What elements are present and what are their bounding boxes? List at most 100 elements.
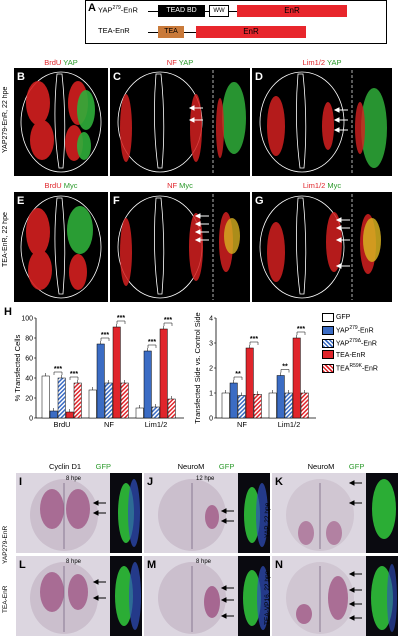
tea-domain: TEA — [158, 26, 184, 38]
panel-n-side-label: TEA-VP16, 22 hpe — [264, 570, 271, 626]
legend-item-gfp: GFP — [322, 312, 378, 323]
panel-j-header: NeuroM GFP — [177, 462, 235, 471]
panel-a-label: A — [88, 2, 96, 14]
construct-line — [184, 32, 196, 33]
panel-e-image — [14, 192, 108, 302]
panel-d-label: D — [255, 71, 263, 83]
legend-item-yap-delta-enr: YAP279Δ-EnR — [322, 336, 378, 349]
y-tick-label: 1 — [209, 391, 213, 398]
significance-marker: *** — [250, 336, 258, 343]
y-axis-label: % Transfected Cells — [13, 334, 22, 401]
significance-marker: ** — [235, 371, 241, 378]
y-tick-label: 60 — [25, 356, 33, 363]
y-tick-label: 0 — [209, 416, 213, 423]
panel-m-time: 8 hpe — [196, 559, 212, 565]
construct-line — [229, 11, 237, 12]
legend-swatch — [322, 312, 334, 322]
panel-l-time: 8 hpe — [66, 559, 82, 565]
legend-item-tea-enr: TEA-EnR — [322, 350, 378, 361]
chart-percent-transfected: 0 20 40 60 80 100 % Transfected Cells BrdU *** **… — [13, 315, 184, 429]
panel-l-image — [16, 556, 142, 636]
legend-swatch — [322, 350, 334, 360]
bar — [221, 392, 230, 419]
y-tick-label: 40 — [25, 376, 33, 383]
panel-f-image — [110, 192, 250, 302]
significance-bracket — [249, 341, 259, 345]
significance-bracket — [69, 376, 79, 380]
panel-m-image — [144, 556, 270, 636]
construct-line — [148, 11, 158, 12]
panel-e-header: BrdU Myc — [44, 181, 78, 190]
panel-g-label: G — [255, 195, 264, 207]
panel-j-time: 12 hpe — [196, 476, 215, 482]
legend-item-yap-enr: YAP279-EnR — [322, 323, 378, 336]
bar — [96, 343, 105, 419]
bar — [292, 337, 301, 419]
ww-domain: WW — [209, 5, 229, 17]
y-axis-label: Transfected Side vs. Control Side — [193, 312, 202, 423]
bar — [245, 347, 254, 419]
x-tick-label: Lim1/2 — [145, 420, 168, 429]
legend-swatch — [322, 325, 334, 335]
bar — [268, 392, 277, 419]
row1-side-label: YAP279-EnR, 22 hpe — [2, 86, 9, 154]
panel-c-image — [110, 68, 250, 176]
y-tick-label: 80 — [25, 336, 33, 343]
significance-marker: *** — [70, 371, 78, 378]
panel-e-label: E — [17, 195, 25, 207]
panel-k-side-label: YAP, 22 hpe — [264, 502, 271, 538]
bar — [229, 382, 238, 419]
x-tick-label: Lim1/2 — [278, 420, 301, 429]
chart-legend: GFP YAP279-EnR YAP279Δ-EnR TEA-EnR TEAR5… — [322, 312, 378, 374]
panel-g-header: Lim1/2 Myc — [302, 181, 342, 190]
bar — [112, 326, 121, 419]
significance-marker: *** — [297, 326, 305, 333]
x-tick-label: BrdU — [53, 420, 70, 429]
bar — [135, 407, 144, 419]
y-tick-label: 100 — [21, 316, 33, 323]
x-tick-label: NF — [237, 420, 247, 429]
bar — [143, 350, 152, 419]
bar — [253, 394, 262, 419]
construct-line — [205, 11, 209, 12]
panel-c-label: C — [113, 71, 121, 83]
significance-marker: ** — [282, 364, 288, 371]
significance-marker: *** — [54, 366, 62, 373]
panel-b-header: BrdU YAP — [44, 58, 78, 67]
y-tick-label: 3 — [209, 341, 213, 348]
bar — [88, 389, 97, 419]
bar — [104, 382, 113, 419]
panel-h-label: H — [4, 306, 12, 318]
y-tick-label: 0 — [29, 416, 33, 423]
panel-k-image — [272, 473, 398, 553]
panel-n-label: N — [275, 559, 283, 571]
legend-item-tea-r59k-enr: TEAR59K-EnR — [322, 361, 378, 374]
bar — [49, 410, 58, 419]
legend-swatch — [322, 339, 334, 349]
panel-i-header: Cyclin D1 GFP — [48, 462, 112, 471]
panel-g-image — [252, 192, 392, 302]
significance-bracket — [100, 337, 110, 341]
bar — [41, 375, 50, 419]
significance-bracket — [147, 344, 157, 348]
row4-side-label: TEA-EnR — [2, 585, 9, 613]
bar — [276, 375, 285, 419]
panel-d-header: Lim1/2 YAP — [302, 58, 342, 67]
panel-m-label: M — [147, 559, 157, 571]
significance-marker: *** — [117, 315, 125, 322]
bar — [300, 392, 309, 419]
significance-bracket — [53, 371, 63, 375]
bar — [151, 406, 160, 419]
panel-k-label: K — [275, 476, 283, 488]
x-tick-label: NF — [104, 420, 114, 429]
panel-a-frame — [85, 0, 387, 44]
panel-f-header: NF Myc — [167, 181, 193, 190]
bar — [65, 411, 74, 419]
bar — [167, 398, 176, 419]
significance-marker: *** — [101, 332, 109, 339]
row2-side-label: TEA-EnR, 22 hpe — [2, 212, 9, 268]
construct-line — [148, 32, 158, 33]
panel-i-time: 8 hpe — [66, 476, 82, 482]
panel-n-image — [272, 556, 398, 636]
